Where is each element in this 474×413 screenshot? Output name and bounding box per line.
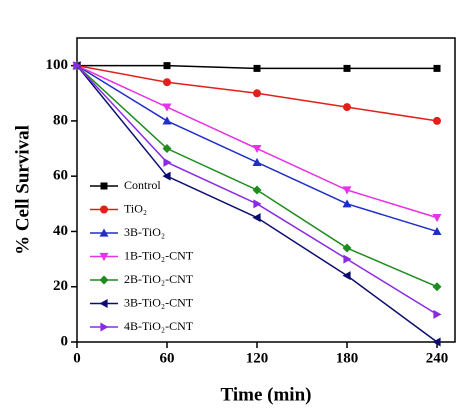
legend-label: 3B-TiO₂: [124, 225, 165, 239]
marker: [99, 228, 109, 237]
y-tick-label: 60: [53, 168, 68, 184]
marker: [100, 205, 108, 214]
marker: [432, 337, 441, 347]
marker: [100, 322, 109, 332]
y-tick-label: 0: [61, 333, 69, 349]
marker: [252, 144, 262, 154]
marker: [253, 89, 261, 98]
x-tick-label: 120: [246, 350, 269, 366]
marker: [99, 252, 109, 261]
marker: [100, 182, 108, 190]
marker: [253, 64, 261, 72]
legend-label: 2B-TiO₂-CNT: [124, 272, 194, 286]
plot-frame: [76, 37, 456, 343]
marker: [432, 226, 442, 236]
y-tick-label: 20: [53, 278, 68, 294]
marker: [342, 199, 352, 208]
marker: [162, 144, 172, 154]
x-axis-label: Time (min): [221, 384, 312, 405]
y-tick-label: 80: [53, 112, 68, 128]
x-tick-label: 180: [336, 350, 359, 366]
marker: [162, 171, 171, 181]
x-tick-label: 0: [73, 350, 81, 366]
marker: [343, 64, 351, 72]
marker: [433, 309, 442, 319]
x-tick-label: 240: [426, 350, 449, 366]
marker: [163, 78, 171, 87]
marker: [343, 254, 352, 264]
y-tick-label: 40: [53, 223, 68, 239]
marker: [342, 186, 352, 195]
legend-label: 3B-TiO₂-CNT: [124, 295, 194, 309]
marker: [252, 157, 262, 166]
marker: [99, 299, 108, 308]
marker: [252, 185, 262, 195]
marker: [342, 271, 351, 281]
marker: [253, 199, 262, 209]
marker: [163, 157, 172, 167]
legend-label: TiO₂: [124, 201, 147, 215]
marker: [343, 103, 351, 112]
marker: [342, 243, 352, 253]
x-tick-label: 60: [160, 350, 175, 366]
marker: [162, 116, 172, 125]
marker: [433, 116, 441, 125]
marker: [432, 282, 442, 292]
marker: [432, 214, 442, 223]
marker: [433, 64, 441, 72]
y-tick-label: 100: [46, 57, 69, 73]
marker: [99, 275, 109, 285]
legend-label: 1B-TiO₂-CNT: [124, 248, 194, 262]
marker: [252, 213, 261, 223]
legend-label: 4B-TiO₂-CNT: [124, 319, 194, 333]
legend-label: Control: [124, 178, 161, 192]
marker: [162, 103, 172, 112]
marker: [73, 61, 82, 71]
series-line: [76, 64, 438, 219]
y-axis-label: % Cell Survival: [12, 125, 33, 255]
marker: [163, 62, 171, 70]
